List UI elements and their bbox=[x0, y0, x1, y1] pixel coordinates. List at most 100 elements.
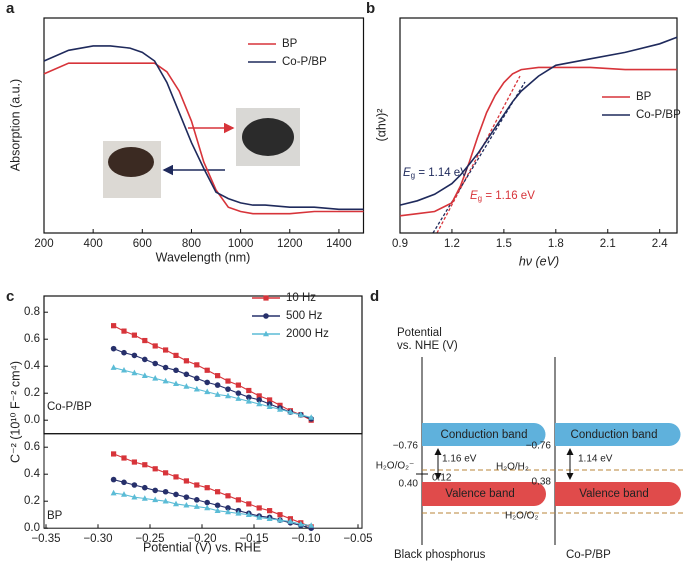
marker bbox=[214, 391, 221, 397]
valence-band bbox=[422, 482, 546, 506]
marker bbox=[142, 462, 148, 468]
y-axis-label: C⁻² (10¹⁰ F⁻² cm⁴) bbox=[8, 361, 22, 463]
marker bbox=[163, 347, 169, 353]
legend-marker bbox=[263, 330, 269, 337]
marker bbox=[142, 356, 148, 363]
marker bbox=[256, 397, 263, 403]
series-line bbox=[43, 45, 364, 211]
marker bbox=[204, 504, 211, 511]
marker bbox=[235, 395, 242, 401]
marker bbox=[110, 489, 117, 496]
marker bbox=[246, 394, 252, 401]
marker bbox=[225, 508, 231, 515]
marker bbox=[277, 516, 283, 523]
marker bbox=[308, 414, 315, 420]
annotation-symbol: E bbox=[403, 167, 411, 179]
x-tick-label: 800 bbox=[182, 238, 201, 250]
marker bbox=[204, 499, 210, 506]
x-tick-label: 2.1 bbox=[600, 238, 616, 250]
marker bbox=[193, 385, 200, 392]
x-tick-label: 0.9 bbox=[392, 238, 408, 250]
annotation: Eg = 1.16 eV bbox=[470, 190, 535, 203]
marker bbox=[287, 518, 294, 524]
level-label: H₂O/O₂ bbox=[505, 511, 538, 522]
y-tick-label: 0.0 bbox=[24, 414, 40, 426]
marker bbox=[141, 372, 148, 378]
marker bbox=[131, 493, 138, 500]
x-tick-label: 1400 bbox=[326, 238, 352, 250]
marker bbox=[193, 503, 200, 509]
annotation-subscript: g bbox=[478, 194, 482, 203]
marker bbox=[173, 491, 179, 498]
x-tick-label: 1200 bbox=[277, 238, 303, 250]
y-tick-label: 0.6 bbox=[24, 441, 40, 453]
x-axis-label: Wavelength (nm) bbox=[156, 250, 251, 264]
marker bbox=[256, 505, 262, 511]
marker bbox=[142, 484, 148, 491]
marker bbox=[245, 398, 252, 404]
panel-label: b bbox=[366, 0, 375, 17]
marker bbox=[204, 388, 211, 395]
x-tick-label: −0.20 bbox=[187, 533, 216, 545]
marker bbox=[277, 406, 283, 412]
marker bbox=[225, 392, 231, 399]
plot-frame bbox=[43, 433, 363, 529]
marker bbox=[194, 375, 200, 382]
marker bbox=[173, 352, 179, 358]
tangent bbox=[436, 75, 521, 234]
marker bbox=[245, 511, 252, 517]
marker bbox=[141, 495, 148, 501]
x-tick-label: 200 bbox=[34, 238, 53, 250]
marker bbox=[214, 382, 221, 388]
legend-marker bbox=[263, 313, 269, 319]
marker bbox=[277, 512, 283, 518]
marker bbox=[152, 343, 158, 349]
marker bbox=[183, 478, 189, 484]
powder bbox=[242, 118, 294, 156]
valence-band bbox=[555, 482, 681, 506]
marker bbox=[162, 377, 169, 384]
marker bbox=[121, 479, 127, 486]
marker bbox=[110, 476, 117, 483]
x-tick-label: 600 bbox=[133, 238, 152, 250]
x-tick-label: −0.25 bbox=[135, 533, 164, 545]
material-label: Co-P/BP bbox=[566, 549, 611, 561]
band-label: Valence band bbox=[445, 488, 514, 500]
legend-label: 500 Hz bbox=[286, 310, 323, 322]
panel-label: c bbox=[6, 288, 14, 305]
marker bbox=[225, 386, 231, 392]
powder bbox=[108, 147, 154, 177]
marker bbox=[194, 362, 200, 368]
level-value: 0.38 bbox=[532, 477, 552, 488]
annotation: Eg = 1.14 eV bbox=[403, 167, 468, 180]
marker bbox=[152, 487, 158, 494]
marker bbox=[152, 360, 158, 367]
x-tick-label: 1000 bbox=[228, 238, 254, 250]
gap-label: 1.16 eV bbox=[442, 454, 477, 465]
y-axis-label: Absorption (a.u.) bbox=[8, 79, 22, 171]
marker bbox=[183, 358, 189, 364]
marker bbox=[131, 459, 137, 465]
marker bbox=[183, 371, 190, 378]
marker bbox=[225, 493, 231, 499]
band-label: Conduction band bbox=[441, 429, 528, 441]
annotation-subscript: g bbox=[411, 171, 415, 180]
marker bbox=[183, 494, 190, 500]
marker bbox=[235, 390, 242, 397]
marker bbox=[194, 482, 200, 488]
axis-title: Potential bbox=[397, 327, 442, 339]
marker bbox=[183, 501, 190, 508]
marker bbox=[121, 455, 127, 461]
marker bbox=[204, 485, 210, 491]
band-label: Valence band bbox=[579, 488, 648, 500]
y-tick-label: 0.4 bbox=[24, 468, 41, 480]
panel-label: d bbox=[370, 288, 379, 305]
marker bbox=[111, 323, 117, 329]
annotation-text: = 1.14 eV bbox=[415, 167, 468, 179]
legend-label: 2000 Hz bbox=[286, 328, 329, 340]
marker bbox=[225, 378, 231, 384]
conduction-band bbox=[422, 423, 546, 446]
marker bbox=[225, 505, 231, 511]
marker bbox=[235, 382, 241, 388]
